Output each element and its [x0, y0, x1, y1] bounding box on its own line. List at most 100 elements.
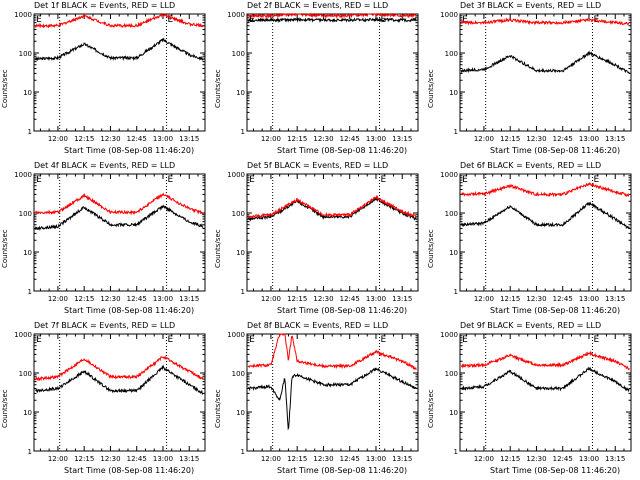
y-tick-label: 1000	[440, 171, 458, 179]
events-series-line	[247, 367, 417, 431]
y-tick-label: 100	[19, 370, 32, 378]
x-tick-label: 12:30	[100, 135, 120, 143]
x-axis-label: Start Time (08-Sep-08 11:46:20)	[490, 306, 621, 315]
x-tick-label: 12:30	[526, 455, 546, 463]
x-tick-label: 12:45	[340, 135, 360, 143]
e-marker: E	[167, 175, 173, 185]
plot-area: 1 10 100 1000 12:00 12:15 12:30 12:45 13:00 13:15…	[14, 11, 206, 143]
x-tick-label: 12:45	[127, 295, 147, 303]
x-tick-label: 12:00	[48, 455, 68, 463]
plot-area: 1 10 100 1000 12:00 12:15 12:30 12:45 13:00 13:15…	[14, 331, 206, 463]
y-tick-label: 10	[449, 409, 458, 417]
lld-series-line	[34, 192, 204, 216]
panel-title: Det 7f BLACK = Events, RED = LLD	[34, 321, 176, 330]
x-tick-label: 13:00	[153, 455, 173, 463]
events-series-line	[34, 37, 204, 62]
panel-title: Det 1f BLACK = Events, RED = LLD	[34, 1, 176, 10]
y-tick-label: 1000	[440, 331, 458, 339]
lld-series-line	[247, 333, 417, 370]
x-tick-label: 12:15	[74, 455, 94, 463]
x-tick-label: 13:00	[579, 135, 599, 143]
panel-title: Det 6f BLACK = Events, RED = LLD	[460, 161, 602, 170]
y-tick-label: 10	[23, 89, 32, 97]
y-axis-label: Counts/sec	[427, 389, 435, 428]
y-tick-label: 10	[449, 89, 458, 97]
x-tick-label: 13:15	[179, 295, 199, 303]
y-axis-label: Counts/sec	[1, 69, 9, 108]
y-tick-label: 1	[454, 288, 458, 296]
y-tick-label: 10	[236, 89, 245, 97]
x-axis-label: Start Time (08-Sep-08 11:46:20)	[490, 466, 621, 475]
y-tick-label: 100	[445, 50, 458, 58]
detector-panel: Det 5f BLACK = Events, RED = LLD 1 10 100 10…	[213, 160, 426, 320]
events-series-line	[34, 204, 204, 232]
y-tick-label: 10	[449, 249, 458, 257]
panel-title: Det 9f BLACK = Events, RED = LLD	[460, 321, 602, 330]
plot-area: 1 10 100 1000 12:00 12:15 12:30 12:45 13:00 13:15…	[227, 171, 419, 303]
x-tick-label: 13:00	[579, 455, 599, 463]
y-tick-label: 1	[28, 448, 32, 456]
x-axis-label: Start Time (08-Sep-08 11:46:20)	[64, 466, 195, 475]
y-tick-label: 1	[454, 128, 458, 136]
y-tick-label: 10	[23, 249, 32, 257]
x-axis-label: Start Time (08-Sep-08 11:46:20)	[277, 466, 408, 475]
y-axis-label: Counts/sec	[427, 229, 435, 268]
x-tick-label: 13:00	[366, 455, 386, 463]
y-tick-label: 100	[232, 50, 245, 58]
x-tick-label: 13:15	[605, 295, 625, 303]
x-tick-label: 12:45	[553, 135, 573, 143]
panel-title: Det 4f BLACK = Events, RED = LLD	[34, 161, 176, 170]
e-marker: E	[593, 335, 599, 345]
y-tick-label: 1000	[440, 11, 458, 19]
events-series-line	[460, 50, 630, 74]
detector-panel: Det 3f BLACK = Events, RED = LLD 1 10 100 10…	[426, 0, 639, 160]
plot-area: 1 10 100 1000 12:00 12:15 12:30 12:45 13:00 13:15…	[440, 331, 632, 463]
plot-area: 1 10 100 1000 12:00 12:15 12:30 12:45 13:00 13:15…	[227, 11, 419, 143]
x-axis-label: Start Time (08-Sep-08 11:46:20)	[64, 306, 195, 315]
y-tick-label: 1	[241, 288, 245, 296]
y-tick-label: 1	[241, 448, 245, 456]
x-tick-label: 13:15	[179, 135, 199, 143]
y-tick-label: 1	[454, 448, 458, 456]
x-tick-label: 12:00	[48, 295, 68, 303]
x-tick-label: 12:45	[340, 455, 360, 463]
x-tick-label: 12:45	[340, 295, 360, 303]
lld-series-line	[34, 12, 204, 29]
events-series-line	[460, 201, 630, 229]
e-marker: E	[462, 175, 468, 185]
e-marker: E	[380, 335, 386, 345]
x-tick-label: 12:45	[553, 455, 573, 463]
e-marker: E	[36, 15, 42, 25]
y-axis-label: Counts/sec	[1, 229, 9, 268]
x-tick-label: 12:15	[287, 135, 307, 143]
x-tick-label: 12:15	[500, 295, 520, 303]
lld-series-line	[34, 355, 204, 382]
plot-area: 1 10 100 1000 12:00 12:15 12:30 12:45 13:00 13:15…	[14, 171, 206, 303]
y-axis-label: Counts/sec	[214, 69, 222, 108]
x-tick-label: 12:30	[526, 135, 546, 143]
panel-title: Det 3f BLACK = Events, RED = LLD	[460, 1, 602, 10]
events-series-line	[247, 16, 417, 23]
x-tick-label: 12:00	[261, 455, 281, 463]
y-tick-label: 1000	[227, 11, 245, 19]
y-tick-label: 1	[28, 288, 32, 296]
lld-series-line	[460, 17, 630, 26]
x-tick-label: 12:15	[74, 135, 94, 143]
x-tick-label: 12:45	[127, 135, 147, 143]
events-series-line	[35, 364, 204, 395]
y-tick-label: 10	[236, 249, 245, 257]
x-axis-label: Start Time (08-Sep-08 11:46:20)	[277, 146, 408, 155]
x-tick-label: 13:00	[366, 135, 386, 143]
panel-title: Det 8f BLACK = Events, RED = LLD	[247, 321, 389, 330]
x-tick-label: 13:15	[605, 455, 625, 463]
lld-series-line	[247, 12, 417, 19]
x-tick-label: 12:15	[500, 455, 520, 463]
y-tick-label: 10	[236, 409, 245, 417]
x-tick-label: 12:45	[553, 295, 573, 303]
e-marker: E	[167, 335, 173, 345]
x-tick-label: 12:15	[500, 135, 520, 143]
plot-area: 1 10 100 1000 12:00 12:15 12:30 12:45 13:00 13:15…	[440, 171, 632, 303]
x-tick-label: 12:00	[474, 135, 494, 143]
y-tick-label: 1000	[227, 331, 245, 339]
